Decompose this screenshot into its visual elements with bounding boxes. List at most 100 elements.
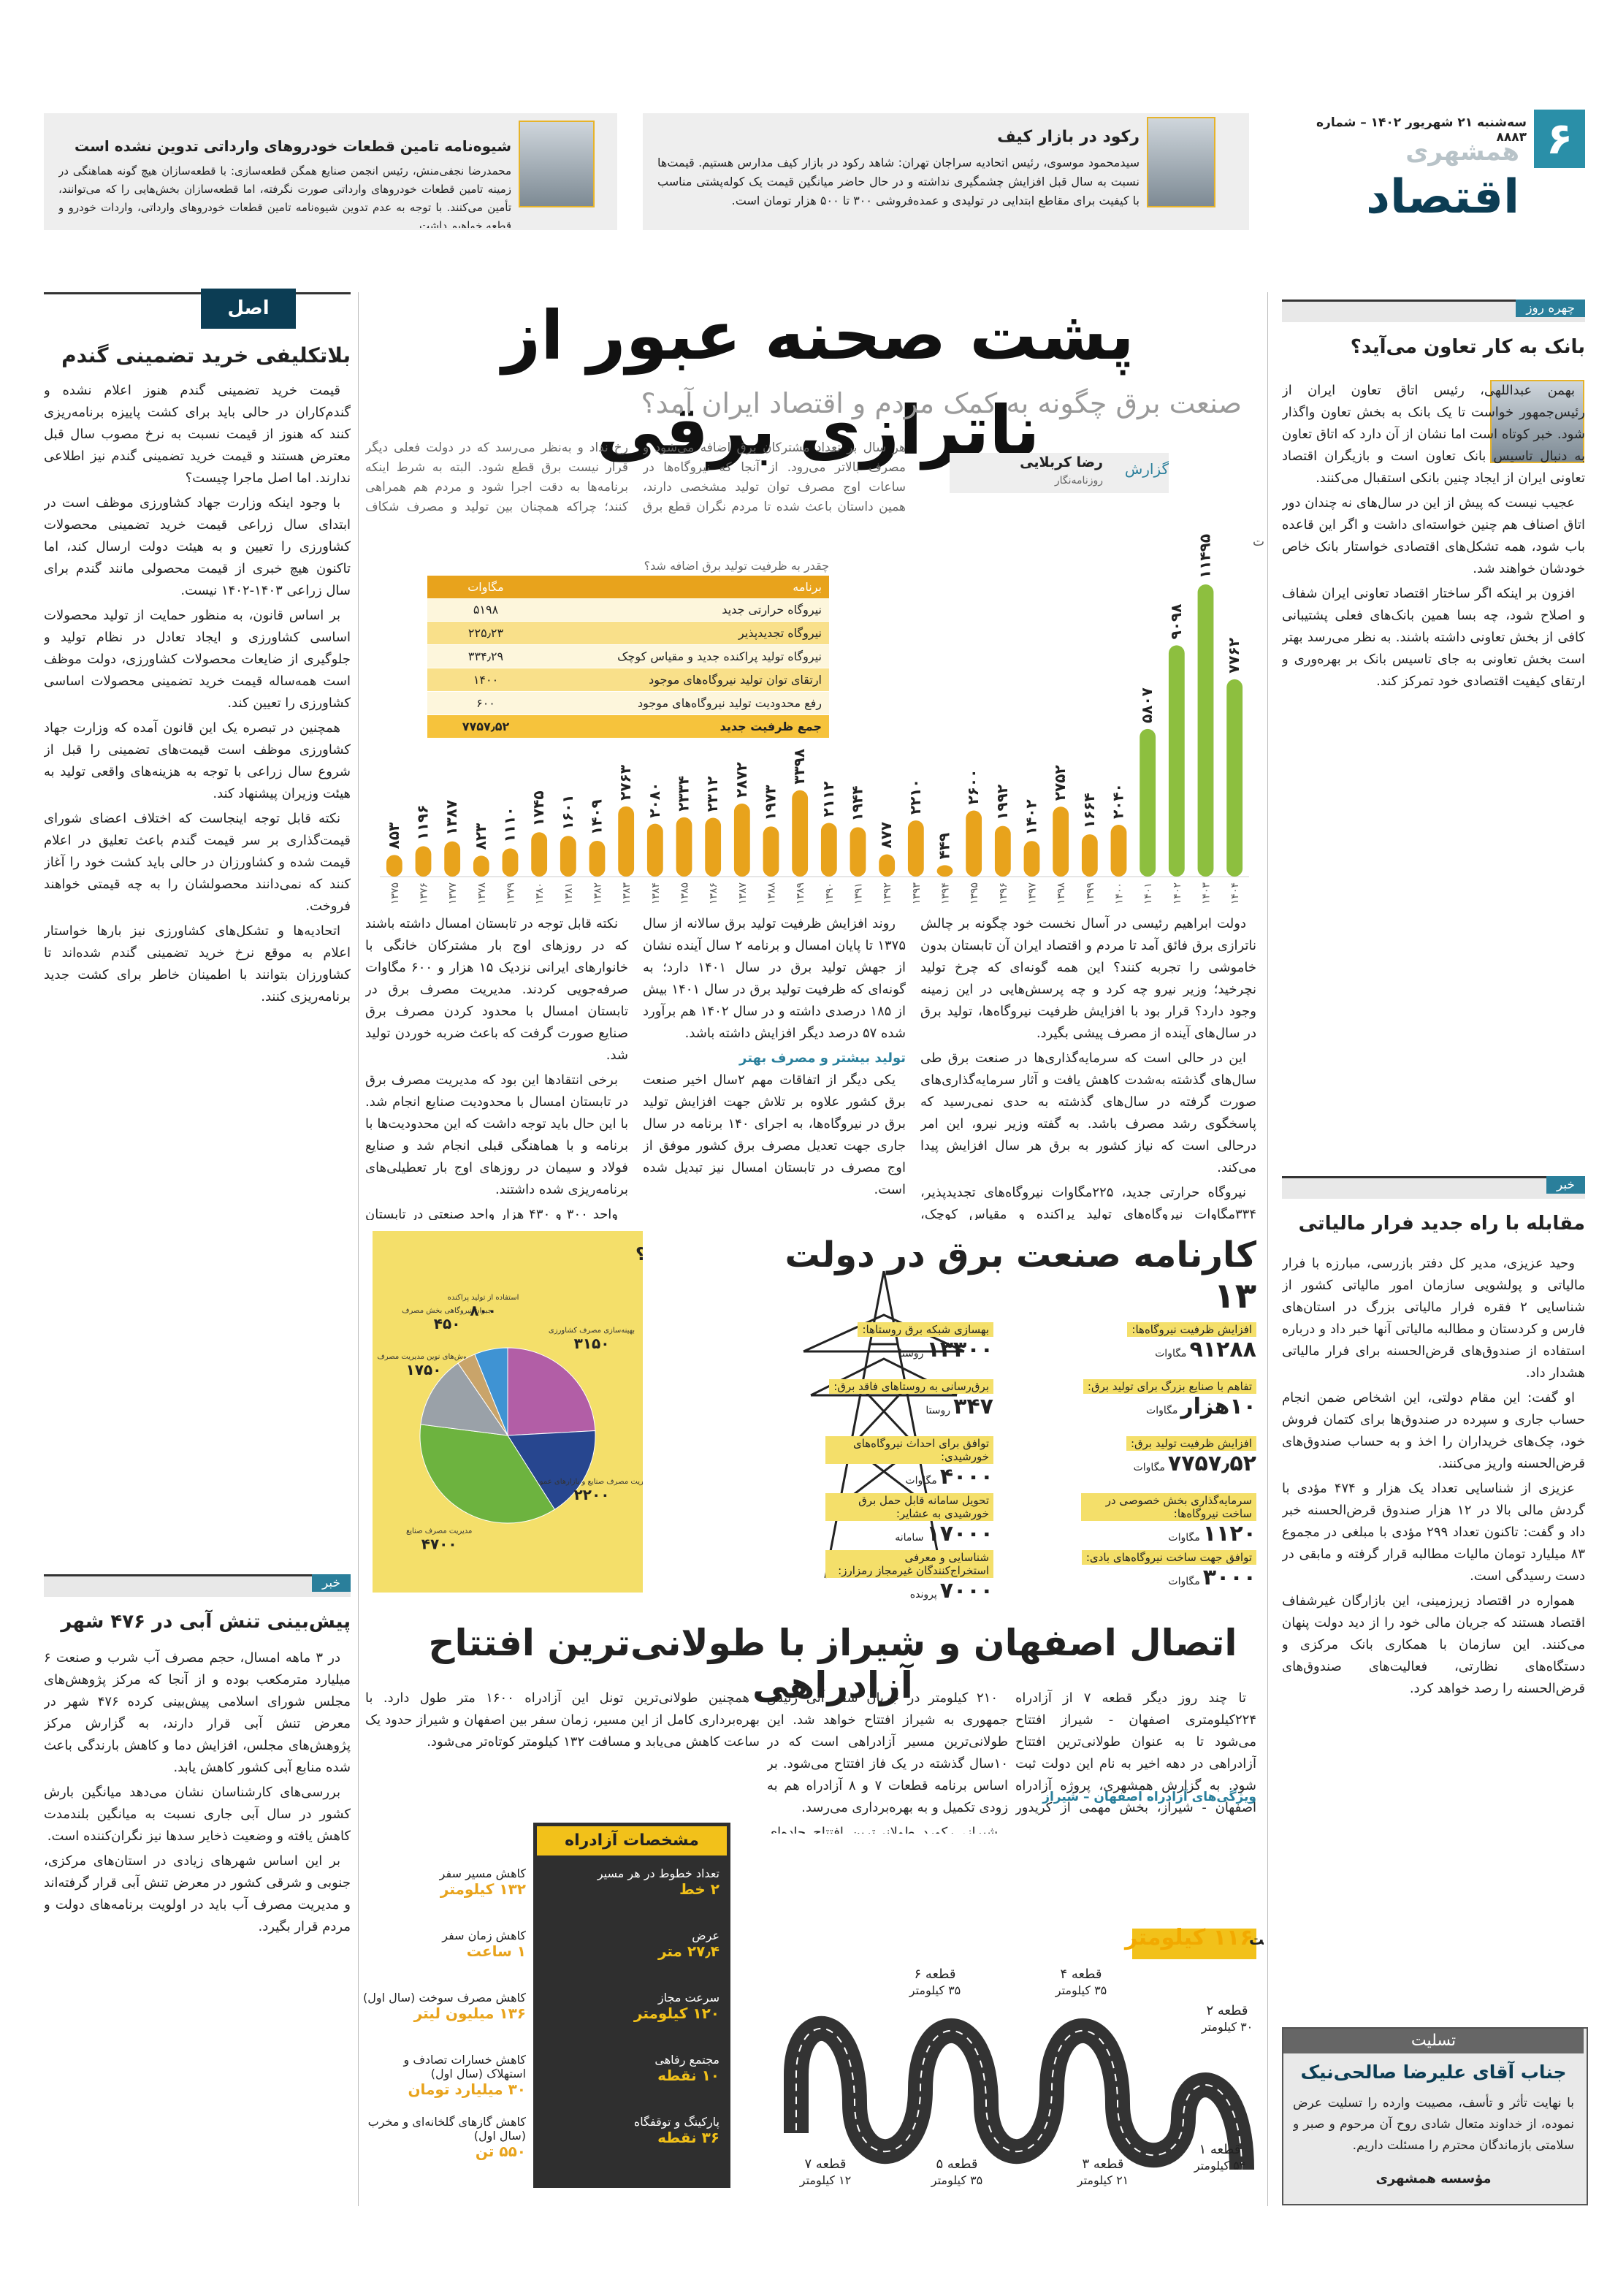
paragraph: همچنین در تبصره یک این قانون آمده که وزا… [44,720,351,801]
value-label: ۱۱۹۶ [414,805,432,841]
x-tick-label: ۱۳۷۵ [389,882,401,904]
record-value: ۷۰۰۰ [939,1578,993,1603]
bar [1023,841,1040,877]
author-role: روزنامه‌نگار [1054,475,1103,487]
record-value: ۷۷۵۷٫۵۲ [1167,1451,1256,1476]
segment-length: ۳۵ کیلومتر [1055,1983,1107,1998]
route-box [1132,1929,1256,1959]
table-cell: ۳۳۴٫۲۹ [427,644,544,668]
x-tick-label: ۱۴۰۰ [1114,882,1126,904]
spec-row: پارکینگ و توقفگاه ۳۶ نقطه [544,2115,719,2146]
value-label: ۲۷۶۳ [617,765,634,801]
condolence-name: جناب آقای علیرضا صالحی‌نیک [1300,2062,1567,2083]
spec-label: کاهش مصرف سوخت (سال اول) [363,1991,526,2005]
spec-row: سرعت مجاز ۱۲۰ کیلومتر [544,1991,719,2022]
road [784,2015,1254,2170]
article-body: همچنین طولانی‌ترین تونل این آزادراه ۱۶۰۰… [365,1687,760,1834]
bar [1140,728,1156,877]
value-label: ۱۹۴۴ [849,786,866,822]
record-label: برق‌رسانی به روستاهای فاقد برق: [829,1379,993,1394]
rule [44,292,351,294]
bar [1081,834,1098,877]
value-label: ۲۰۸۰ [646,782,663,818]
paragraph: وحید عزیزی، مدیر کل دفتر بازرسی، مبارزه … [1282,1256,1585,1381]
value-label: ۵۸۰۷ [1138,687,1156,723]
article-body: روند افزایش ظرفیت تولید برق سالانه از سا… [643,913,906,1220]
record-value-line: ۱۰هزارمگاوات [1081,1394,1256,1419]
top-story-text: سیدمحمود موسوی، رئیس اتحادیه سراجان تهرا… [657,156,1140,207]
record-item: توافق برای احداث نیروگاه‌های خورشیدی: ۴۰۰… [825,1436,993,1490]
bar [879,854,896,877]
record-unit: پرونده [909,1589,937,1601]
paragraph: او گفت: این مقام دولتی، این اشخاص ضمن ان… [1282,1390,1585,1471]
article-body: در ۳ ماهه امسال، حجم مصرف آب شرب و صنعت … [44,1647,351,2202]
table-row: نیروگاه تولید پراکنده جدید و مقیاس کوچک ۳… [427,644,829,668]
table-cell: ۱۴۰۰ [427,668,544,692]
table-cell: نیروگاه تولید پراکنده جدید و مقیاس کوچک [544,644,829,668]
photo [519,121,595,207]
spec-row: کاهش گازهای گلخانه‌ای و مخرب (سال اول) ۵۵… [362,2115,526,2160]
value-label: ۱۱۱۰ [501,807,519,843]
record-item: افزایش ظرفیت نیروگاه‌ها: ۹۱۲۸۸مگاوات [1081,1322,1256,1362]
record-value: ۱۷۰۰۰ [926,1521,993,1546]
value-label: ۴۴۹ [936,833,953,860]
paragraph: یکی دیگر از اتفاقات مهم ۲سال اخیر صنعت ب… [643,1072,906,1197]
chart-title: چگونه از ناترازی برق عبور کردیم؟ [635,1244,643,1265]
capacity-table: چقدر به ظرفیت تولید برق اضافه شد؟ برنامه… [427,559,829,739]
x-tick-label: ۱۳۸۶ [708,882,719,904]
bar [473,855,489,877]
section-label-text: خبر [1546,1176,1585,1194]
left-title: پیش‌بینی تنش آبی در ۴۷۶ شهر [61,1611,351,1633]
value-label: ۱۹۷۳ [762,785,779,821]
paragraph: واحد ۳۰۰ و ۴۳۰ هزار واحد صنعتی در تابستا… [365,1207,619,1220]
page-number: ۶ [1534,110,1585,168]
road-graphic: اصفهان - شهرضا - ایزدخواست ۱۱۶ کیلومتر ق… [784,1925,1264,2188]
table-header: برنامه مگاوات [427,576,829,598]
issue-date: سه‌شنبه ۲۱ شهریور ۱۴۰۲ – شماره ۸۸۸۳ [1316,115,1527,145]
table-cell: ارتقای توان تولید نیروگاه‌های موجود [544,668,829,692]
value-label: ۸۵۳ [385,823,402,850]
record-unit: روستا [925,1405,951,1416]
paragraph: شیراز، رکورد طولانی‌ترین افتتاح جاده‌ای … [767,1825,998,1834]
table-row: نیروگاه حرارتی جدید ۵۱۹۸ [427,598,829,622]
infographic-title: کارنامه صنعت برق در دولت ۱۳ [785,1235,1256,1316]
intro: رخ نداد و به‌نظر می‌رسد که در دولت فعلی … [365,440,628,514]
value-label: ۱۱۴۹۵ [1196,534,1214,579]
value-label: ۱۴۰۲ [1023,799,1040,835]
record-value: ۴۰۰۰ [939,1464,993,1490]
spec-row: عرض ۲۷٫۴ متر [544,1929,719,1960]
record-label: افزایش ظرفیت تولید برق: [1126,1436,1256,1451]
record-unit: مگاوات [1146,1405,1178,1416]
spec-label: کاهش مسیر سفر [439,1866,526,1880]
segment-name: قطعه ۶ [914,1967,955,1982]
record-value-line: ۷۰۰۰پرونده [825,1578,993,1603]
x-tick-label: ۱۳۹۱ [853,882,865,904]
segment-length: ۲۱ کیلومتر [1077,2173,1129,2188]
specs-bg [533,1823,730,2188]
pie-value-label: ۴۵۰ [434,1315,461,1332]
record-item: بهسازی شبکه برق روستاها: ۱۳۳۰۰روستا [825,1322,993,1362]
article-body: نکته قابل توجه در تابستان امسال داشته با… [365,913,628,1220]
record-value-line: ۱۳۳۰۰روستا [825,1337,993,1362]
segment-length: ۱۲ کیلومتر [799,2173,852,2188]
pie-value-label: ۱۷۵۰ [406,1361,442,1378]
pie-category: استفاده از تولید پراکنده [448,1294,519,1302]
record-item: برق‌رسانی به روستاهای فاقد برق: ۳۴۷روستا [825,1379,993,1419]
record-value: ۳۰۰۰ [1202,1565,1256,1590]
article-body: تا چند روز دیگر قطعه ۷ از آزادراه ۲۲۴کیل… [1015,1687,1256,1819]
record-label: شناسایی و معرفی استخراج‌کنندگان غیرمجاز … [825,1550,993,1578]
record-label: بهسازی شبکه برق روستاها: [858,1322,993,1337]
bar [1197,584,1214,877]
value-label: ۱۳۸۷ [443,800,460,836]
bar [444,841,461,877]
record-label: افزایش ظرفیت نیروگاه‌ها: [1127,1322,1256,1337]
segment-name: قطعه ۷ [804,2156,846,2172]
paragraph: با وجود اینکه وزارت جهاد کشاورزی موظف اس… [44,495,351,598]
pie-slice [507,1430,596,1510]
x-tick-label: ۱۳۸۲ [592,882,604,904]
value-label: ۲۰۴۰ [1110,783,1127,819]
spec-label: تعداد خطوط در هر مسیر [597,1866,719,1880]
x-tick-label: ۱۴۰۴ [1229,882,1241,904]
spec-row: کاهش مسیر سفر ۱۳۲ کیلومتر [362,1866,526,1898]
